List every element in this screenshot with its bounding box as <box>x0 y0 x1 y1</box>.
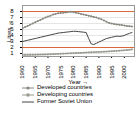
svg-text:4: 4 <box>10 32 14 39</box>
svg-text:1980: 1980 <box>70 65 76 79</box>
svg-text:7: 7 <box>10 14 14 20</box>
svg-text:1995: 1995 <box>109 65 115 79</box>
html-text:Developed countries: Developed countries <box>37 84 92 90</box>
svg-text:5: 5 <box>10 26 14 33</box>
svg-text:1990: 1990 <box>96 65 102 79</box>
svg-text:Year →: Year → <box>69 79 89 85</box>
html-text:Developing countries: Developing countries <box>37 91 93 97</box>
svg-text:1960: 1960 <box>19 65 25 79</box>
svg-text:3: 3 <box>10 38 14 45</box>
svg-text:1965: 1965 <box>32 65 38 79</box>
svg-text:2: 2 <box>10 44 14 50</box>
svg-text:6: 6 <box>10 20 14 27</box>
svg-text:1975: 1975 <box>58 65 64 79</box>
svg-text:8: 8 <box>10 8 14 14</box>
svg-text:1: 1 <box>10 50 14 56</box>
svg-text:2000: 2000 <box>121 65 127 79</box>
svg-text:1970: 1970 <box>45 65 51 79</box>
html-text:Former Soviet Union: Former Soviet Union <box>37 98 92 104</box>
svg-text:1985: 1985 <box>83 65 89 79</box>
svg-text:Litres →: Litres → <box>6 20 12 42</box>
